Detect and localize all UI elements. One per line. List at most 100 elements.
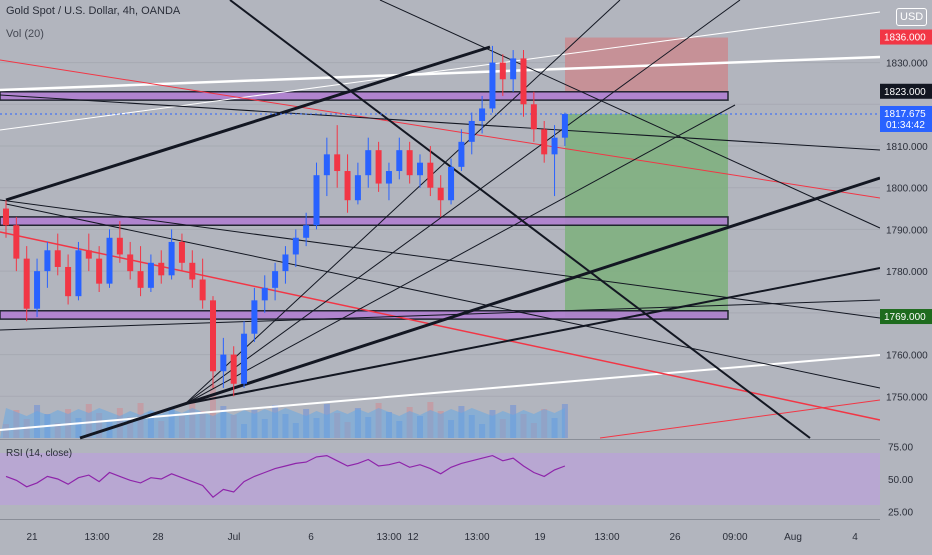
price-tick-label: 1830.000 xyxy=(886,59,928,70)
trendline xyxy=(5,45,491,202)
candle-body xyxy=(489,62,496,109)
rsi-tick-label: 75.00 xyxy=(888,443,913,454)
candle-body xyxy=(282,254,289,272)
trendline xyxy=(0,59,881,199)
candle-body xyxy=(323,154,330,176)
candle-body xyxy=(561,113,568,138)
candle-body xyxy=(261,287,268,301)
price-tick-label: 1750.000 xyxy=(886,392,928,403)
rsi-line xyxy=(5,454,566,499)
candle-body xyxy=(417,162,423,176)
rsi-band xyxy=(0,453,880,505)
candle-body xyxy=(427,162,434,188)
pane-divider xyxy=(0,439,932,440)
time-tick-label: 28 xyxy=(152,532,164,543)
candle-body xyxy=(448,166,455,201)
candle-body xyxy=(365,150,372,176)
candle-body xyxy=(303,225,310,238)
candle-body xyxy=(199,279,206,301)
time-tick-label: 13:00 xyxy=(464,532,489,543)
candle-body xyxy=(13,225,20,259)
price-tick-label: 1790.000 xyxy=(886,225,928,236)
trendline xyxy=(0,199,881,319)
candle-body xyxy=(313,175,320,226)
candle-body xyxy=(85,250,92,259)
price-tick-label: 1800.000 xyxy=(886,184,928,195)
time-tick-label: 13:00 xyxy=(84,532,109,543)
candle-body xyxy=(54,250,61,267)
time-tick-label: 13:00 xyxy=(594,532,619,543)
candle-body xyxy=(251,300,258,334)
pane-divider xyxy=(0,519,932,520)
take-profit-zone xyxy=(565,113,728,318)
trendline xyxy=(0,231,881,421)
support-resistance-zone xyxy=(0,91,729,101)
trendline xyxy=(184,267,881,405)
price-badge xyxy=(880,105,932,132)
candle-body xyxy=(230,354,237,384)
candle-body xyxy=(137,271,144,288)
candle-body xyxy=(354,175,361,201)
price-badge xyxy=(880,83,932,99)
candle-body xyxy=(344,171,351,201)
candle-body xyxy=(510,58,517,80)
candle-body xyxy=(334,154,341,172)
price-tick-label: 1810.000 xyxy=(886,142,928,153)
trendline xyxy=(229,0,811,439)
candle-body xyxy=(34,271,41,309)
currency-button[interactable]: USD xyxy=(896,8,928,26)
support-resistance-zone xyxy=(0,310,729,320)
candle-body xyxy=(3,208,9,226)
time-tick-label: 13:00 xyxy=(376,532,401,543)
symbol-title[interactable]: Gold Spot / U.S. Dollar, 4h, OANDA xyxy=(6,5,181,17)
rsi-tick-label: 25.00 xyxy=(888,508,913,519)
candle-body xyxy=(210,300,216,372)
price-badge-label: 1836.000 xyxy=(884,33,926,44)
candle-body xyxy=(520,58,527,105)
time-tick-label: Aug xyxy=(784,532,802,543)
candle-body xyxy=(551,137,558,155)
candle-body xyxy=(272,271,279,288)
trendline xyxy=(184,0,741,405)
time-tick-label: 4 xyxy=(852,532,858,543)
candle-body xyxy=(396,150,403,172)
time-tick-label: 12 xyxy=(407,532,419,543)
candle-body xyxy=(241,333,248,384)
support-resistance-zone xyxy=(0,216,729,227)
price-badge xyxy=(880,29,932,45)
candle-body xyxy=(65,266,72,297)
candle-body xyxy=(541,129,548,155)
candle-body xyxy=(292,237,299,255)
price-badge-label: 1817.675 xyxy=(884,109,926,120)
candle-body xyxy=(168,241,175,276)
candle-body xyxy=(499,62,506,80)
candle-body xyxy=(158,262,165,276)
price-tick-label: 1780.000 xyxy=(886,267,928,278)
candle-body xyxy=(437,187,444,201)
trendline xyxy=(0,94,881,151)
candle-body xyxy=(106,237,113,284)
time-tick-label: 09:00 xyxy=(722,532,747,543)
candle-body xyxy=(468,120,475,142)
candle-body xyxy=(23,258,30,309)
candle-body xyxy=(116,237,123,255)
rsi-label: RSI (14, close) xyxy=(6,448,72,459)
candle-body xyxy=(44,250,51,272)
candle-body xyxy=(220,354,227,372)
candle-body xyxy=(147,262,154,288)
candle-body xyxy=(458,141,465,167)
price-badge-label: 1823.000 xyxy=(884,87,926,98)
candle-body xyxy=(127,254,134,272)
time-tick-label: 6 xyxy=(308,532,314,543)
trendline xyxy=(184,104,736,405)
candle-body xyxy=(406,150,413,176)
trendline xyxy=(184,0,621,405)
time-tick-label: 26 xyxy=(669,532,681,543)
countdown-label: 01:34:42 xyxy=(886,120,925,131)
price-tick-label: 1760.000 xyxy=(886,351,928,362)
price-badge-label: 1769.000 xyxy=(884,312,926,323)
volume-label[interactable]: Vol (20) xyxy=(6,28,44,40)
trendline xyxy=(599,399,881,439)
